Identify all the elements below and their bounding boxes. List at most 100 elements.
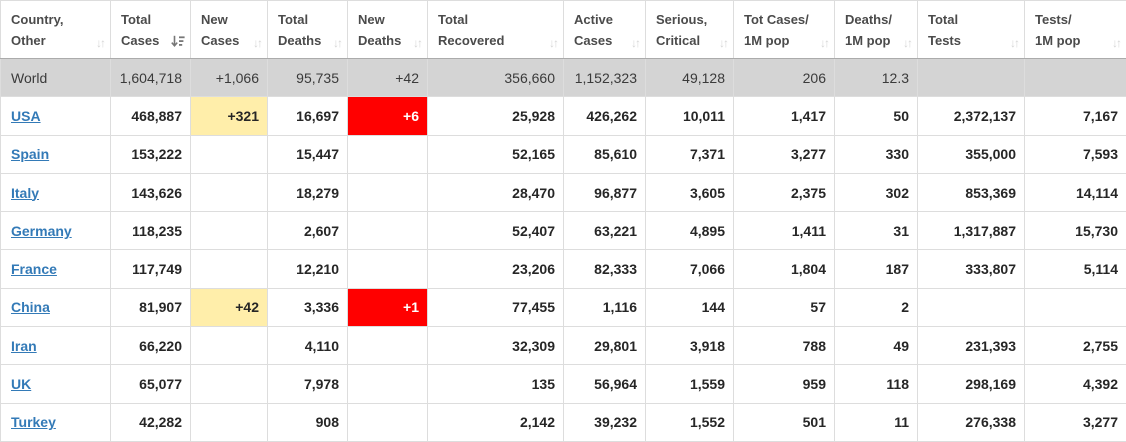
column-header-tests_1m[interactable]: Tests/1M pop↓↑: [1025, 1, 1126, 59]
cell-tot_cases_1m: 1,804: [734, 250, 835, 288]
cell-tests_1m: 2,755: [1025, 327, 1126, 365]
country-link-france[interactable]: France: [11, 261, 57, 277]
cell-deaths_1m: 187: [835, 250, 918, 288]
country-cell: Turkey: [1, 403, 111, 441]
cell-serious_critical: 1,559: [646, 365, 734, 403]
cell-deaths_1m: 11: [835, 403, 918, 441]
country-link-italy[interactable]: Italy: [11, 185, 39, 201]
sort-arrows-icon: ↓↑: [820, 37, 828, 49]
cell-total_tests: 276,338: [918, 403, 1025, 441]
cell-deaths_1m: 118: [835, 365, 918, 403]
country-link-spain[interactable]: Spain: [11, 146, 49, 162]
column-label-line2: Deaths: [278, 30, 341, 51]
cell-tot_cases_1m: 501: [734, 403, 835, 441]
cell-tests_1m: [1025, 288, 1126, 326]
cell-tests_1m: 3,277: [1025, 403, 1126, 441]
cell-new_cases: +42: [191, 288, 268, 326]
column-label-line1: Serious,: [656, 9, 727, 30]
column-label-line1: New: [201, 9, 261, 30]
cell-total_recovered: 2,142: [428, 403, 564, 441]
sort-arrows-icon: ↓↑: [1112, 37, 1120, 49]
country-link-china[interactable]: China: [11, 299, 50, 315]
sort-amount-desc-icon: [171, 35, 185, 48]
cell-active_cases: 85,610: [564, 135, 646, 173]
cell-serious_critical: 3,605: [646, 173, 734, 211]
country-cell: France: [1, 250, 111, 288]
cell-new_cases: +1,066: [191, 59, 268, 97]
cell-new_deaths: [348, 365, 428, 403]
cell-total_recovered: 77,455: [428, 288, 564, 326]
column-header-country[interactable]: Country,Other↓↑: [1, 1, 111, 59]
cell-tot_cases_1m: 2,375: [734, 173, 835, 211]
cell-total_cases: 468,887: [111, 97, 191, 135]
column-header-serious_critical[interactable]: Serious,Critical↓↑: [646, 1, 734, 59]
cell-total_cases: 66,220: [111, 327, 191, 365]
cell-total_deaths: 95,735: [268, 59, 348, 97]
column-label-line2: Cases: [574, 30, 639, 51]
cell-tot_cases_1m: 1,417: [734, 97, 835, 135]
cell-total_deaths: 908: [268, 403, 348, 441]
cell-total_deaths: 3,336: [268, 288, 348, 326]
cell-serious_critical: 4,895: [646, 212, 734, 250]
cell-tot_cases_1m: 1,411: [734, 212, 835, 250]
cell-tests_1m: 7,593: [1025, 135, 1126, 173]
cell-total_recovered: 23,206: [428, 250, 564, 288]
cell-deaths_1m: 12.3: [835, 59, 918, 97]
sort-arrows-icon: ↓↑: [1010, 37, 1018, 49]
cell-new_cases: +321: [191, 97, 268, 135]
cell-tests_1m: [1025, 59, 1126, 97]
cell-total_tests: 853,369: [918, 173, 1025, 211]
country-link-usa[interactable]: USA: [11, 108, 41, 124]
cell-active_cases: 63,221: [564, 212, 646, 250]
cell-total_cases: 143,626: [111, 173, 191, 211]
country-link-turkey[interactable]: Turkey: [11, 414, 56, 430]
column-label-line1: Deaths/: [845, 9, 911, 30]
cell-active_cases: 96,877: [564, 173, 646, 211]
column-label-line2: Cases: [201, 30, 261, 51]
column-label-line1: Active: [574, 9, 639, 30]
cell-total_cases: 81,907: [111, 288, 191, 326]
cell-active_cases: 29,801: [564, 327, 646, 365]
cell-active_cases: 39,232: [564, 403, 646, 441]
country-cell: Iran: [1, 327, 111, 365]
cell-new_deaths: [348, 135, 428, 173]
sort-arrows-icon: ↓↑: [719, 37, 727, 49]
column-header-deaths_1m[interactable]: Deaths/1M pop↓↑: [835, 1, 918, 59]
column-label-line2: Critical: [656, 30, 727, 51]
cell-total_cases: 42,282: [111, 403, 191, 441]
cell-deaths_1m: 302: [835, 173, 918, 211]
column-label-line1: New: [358, 9, 421, 30]
cell-serious_critical: 7,066: [646, 250, 734, 288]
cell-total_deaths: 18,279: [268, 173, 348, 211]
country-link-germany[interactable]: Germany: [11, 223, 72, 239]
cell-deaths_1m: 2: [835, 288, 918, 326]
cell-tot_cases_1m: 959: [734, 365, 835, 403]
cell-new_cases: [191, 135, 268, 173]
cell-active_cases: 426,262: [564, 97, 646, 135]
cell-new_cases: [191, 327, 268, 365]
column-label-line2: 1M pop: [845, 30, 911, 51]
column-header-tot_cases_1m[interactable]: Tot Cases/1M pop↓↑: [734, 1, 835, 59]
cell-active_cases: 82,333: [564, 250, 646, 288]
cell-total_cases: 118,235: [111, 212, 191, 250]
cell-total_tests: 333,807: [918, 250, 1025, 288]
cell-total_cases: 117,749: [111, 250, 191, 288]
country-link-iran[interactable]: Iran: [11, 338, 37, 354]
country-link-uk[interactable]: UK: [11, 376, 31, 392]
cell-new_deaths: +6: [348, 97, 428, 135]
cell-total_recovered: 52,165: [428, 135, 564, 173]
column-label-line2: 1M pop: [744, 30, 828, 51]
cell-total_deaths: 7,978: [268, 365, 348, 403]
cell-new_deaths: [348, 250, 428, 288]
